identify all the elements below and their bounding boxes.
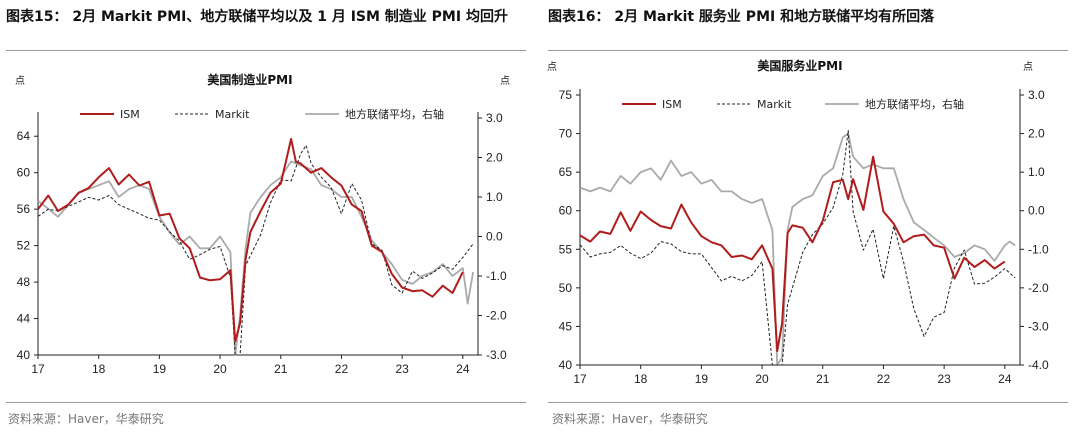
right-axis-unit-1: 点 (500, 75, 510, 87)
right-tick-label: 0.0 (486, 230, 503, 244)
series-line-markit (37, 144, 474, 356)
source-note-left: 资料来源：Haver，华泰研究 (8, 412, 164, 426)
series-line-fed (37, 160, 474, 356)
right-tick-label: -3.0 (486, 348, 507, 362)
legend-label-ism: ISM (120, 108, 140, 121)
x-tick-label: 22 (335, 362, 349, 376)
x-tick-label: 24 (998, 372, 1012, 386)
x-tick-label: 19 (695, 372, 709, 386)
right-tick-label: -2.0 (486, 309, 507, 323)
series-line-ism (579, 155, 1006, 353)
left-axis-unit-2: 点 (547, 61, 557, 73)
chart-title-1: 美国制造业PMI (207, 72, 292, 87)
figure-15-title: 图表15： 2月 Markit PMI、地方联储平均以及 1 月 ISM 制造业… (6, 9, 508, 25)
left-tick-label: 45 (559, 319, 573, 333)
left-tick-label: 44 (17, 312, 31, 326)
right-tick-label: 1.0 (486, 190, 503, 204)
left-axis-unit-1: 点 (15, 75, 25, 87)
x-tick-label: 20 (213, 362, 227, 376)
left-tick-label: 48 (17, 275, 31, 289)
left-tick-label: 40 (559, 358, 573, 372)
title-rule-left (6, 50, 526, 51)
left-tick-label: 65 (559, 165, 573, 179)
x-tick-label: 17 (573, 372, 587, 386)
source-rule-right (548, 402, 1068, 403)
left-tick-label: 52 (17, 239, 31, 253)
x-tick-label: 19 (153, 362, 167, 376)
right-tick-label: -1.0 (1028, 242, 1049, 256)
legend-label-fed: 地方联储平均，右轴 (865, 97, 964, 111)
left-tick-label: 55 (559, 242, 573, 256)
left-tick-label: 40 (17, 348, 31, 362)
figure-16-title: 图表16： 2月 Markit 服务业 PMI 和地方联储平均有所回落 (548, 9, 935, 25)
right-tick-label: 2.0 (486, 151, 503, 165)
legend-label-markit: Markit (757, 98, 792, 111)
left-tick-label: 56 (17, 202, 31, 216)
x-tick-label: 18 (92, 362, 106, 376)
left-tick-label: 60 (17, 166, 31, 180)
x-tick-label: 23 (395, 362, 409, 376)
left-tick-label: 70 (559, 127, 573, 141)
series-line-ism (37, 138, 464, 343)
left-tick-label: 75 (559, 88, 573, 102)
right-tick-label: 1.0 (1028, 165, 1045, 179)
left-tick-label: 50 (559, 281, 573, 295)
x-tick-label: 24 (456, 362, 470, 376)
right-tick-label: -3.0 (1028, 319, 1049, 333)
x-tick-label: 20 (755, 372, 769, 386)
title-rule-right (548, 50, 1068, 51)
series-line-markit (579, 130, 1016, 366)
source-rule-left (6, 402, 526, 403)
chart-title-2: 美国服务业PMI (757, 58, 842, 73)
x-tick-label: 21 (274, 362, 288, 376)
x-tick-label: 22 (877, 372, 891, 386)
right-tick-label: 0.0 (1028, 204, 1045, 218)
left-tick-label: 60 (559, 204, 573, 218)
right-tick-label: -1.0 (486, 269, 507, 283)
right-tick-label: 3.0 (486, 111, 503, 125)
right-tick-label: -2.0 (1028, 281, 1049, 295)
x-tick-label: 17 (31, 362, 45, 376)
right-tick-label: -4.0 (1028, 358, 1049, 372)
left-tick-label: 64 (17, 129, 31, 143)
legend-label-ism: ISM (662, 98, 682, 111)
legend-label-markit: Markit (215, 108, 250, 121)
right-tick-label: 2.0 (1028, 127, 1045, 141)
x-tick-label: 23 (937, 372, 951, 386)
legend-label-fed: 地方联储平均，右轴 (345, 107, 444, 121)
series-line-fed (579, 132, 1016, 366)
x-tick-label: 21 (816, 372, 830, 386)
right-tick-label: 3.0 (1028, 88, 1045, 102)
x-tick-label: 18 (634, 372, 648, 386)
right-axis-unit-2: 点 (1023, 61, 1033, 73)
source-note-right: 资料来源：Haver，华泰研究 (552, 412, 708, 426)
